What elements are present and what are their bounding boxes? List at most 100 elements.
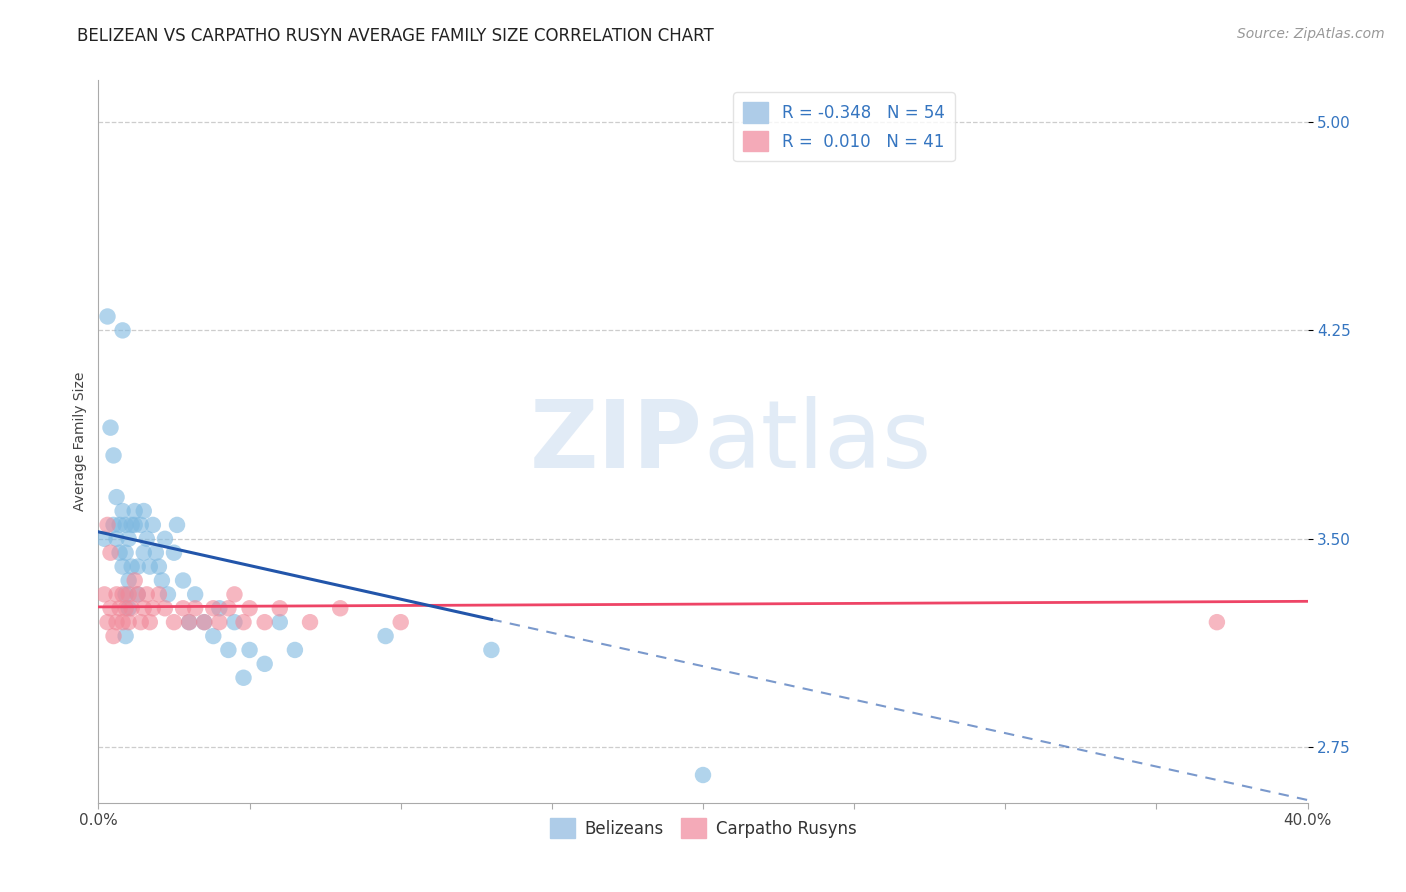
Point [127,587,149,601]
Point [224,587,246,601]
Point [111,323,134,337]
Point [103,517,125,532]
Point [105,490,128,504]
Text: atlas: atlas [703,395,931,488]
Point [208,615,231,630]
Point [172,601,194,615]
Point [114,629,136,643]
Point [114,546,136,560]
Point [118,601,141,615]
Point [96,615,118,630]
Point [105,615,128,630]
Point [193,615,215,630]
Point [105,532,128,546]
Point [208,601,231,615]
Point [121,601,143,615]
Point [100,420,122,434]
Legend: Belizeans, Carpatho Rusyns: Belizeans, Carpatho Rusyns [543,812,863,845]
Point [224,615,246,630]
Text: BELIZEAN VS CARPATHO RUSYN AVERAGE FAMILY SIZE CORRELATION CHART: BELIZEAN VS CARPATHO RUSYN AVERAGE FAMIL… [77,27,714,45]
Point [329,601,352,615]
Point [114,601,136,615]
Point [100,601,122,615]
Point [127,559,149,574]
Point [135,532,157,546]
Point [156,587,179,601]
Point [239,643,262,657]
Point [139,559,162,574]
Point [111,559,134,574]
Point [148,587,170,601]
Point [103,449,125,463]
Point [374,629,396,643]
Point [124,574,146,588]
Point [132,601,155,615]
Point [132,504,155,518]
Point [153,601,176,615]
Point [114,587,136,601]
Point [184,587,207,601]
Point [111,504,134,518]
Point [163,615,186,630]
Point [124,517,146,532]
Point [179,615,201,630]
Point [108,601,131,615]
Point [118,587,141,601]
Point [100,546,122,560]
Point [124,504,146,518]
Point [121,559,143,574]
Point [145,546,167,560]
Point [202,629,225,643]
Point [142,517,165,532]
Point [150,574,173,588]
Point [269,615,291,630]
Point [692,768,714,782]
Point [93,587,115,601]
Point [93,532,115,546]
Point [132,546,155,560]
Point [202,601,225,615]
Text: Source: ZipAtlas.com: Source: ZipAtlas.com [1237,27,1385,41]
Point [118,532,141,546]
Y-axis label: Average Family Size: Average Family Size [73,372,87,511]
Point [111,615,134,630]
Point [217,601,239,615]
Point [103,629,125,643]
Point [172,574,194,588]
Point [389,615,412,630]
Point [96,310,118,324]
Point [108,517,131,532]
Point [163,546,186,560]
Text: ZIP: ZIP [530,395,703,488]
Point [148,559,170,574]
Point [118,615,141,630]
Point [1206,615,1229,630]
Point [232,671,254,685]
Point [108,546,131,560]
Point [217,643,239,657]
Point [111,587,134,601]
Point [179,615,201,630]
Point [127,587,149,601]
Point [253,657,276,671]
Point [284,643,307,657]
Point [135,587,157,601]
Point [232,615,254,630]
Point [269,601,291,615]
Point [166,517,188,532]
Point [118,574,141,588]
Point [96,517,118,532]
Point [253,615,276,630]
Point [239,601,262,615]
Point [481,643,503,657]
Point [105,587,128,601]
Point [139,615,162,630]
Point [193,615,215,630]
Point [153,532,176,546]
Point [299,615,322,630]
Point [129,517,152,532]
Point [142,601,165,615]
Point [121,517,143,532]
Point [114,517,136,532]
Point [129,615,152,630]
